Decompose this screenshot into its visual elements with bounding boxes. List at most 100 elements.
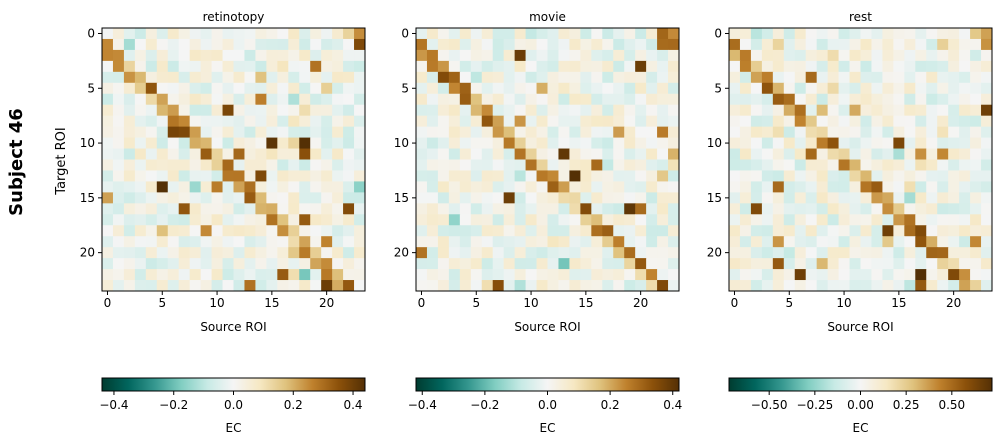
heatmap-cell: [772, 148, 785, 160]
y-tick-label: 15: [707, 191, 722, 205]
x-tick-label: 10: [209, 296, 224, 310]
heatmap-cell: [816, 159, 829, 171]
heatmap-cell: [459, 115, 472, 128]
heatmap-cell: [211, 49, 224, 62]
heatmap-cell: [915, 258, 927, 270]
heatmap-cell: [750, 38, 763, 51]
heatmap-cell: [288, 104, 300, 117]
heatmap-cell: [904, 159, 916, 171]
heatmap-cell: [416, 82, 428, 95]
heatmap-cell: [178, 38, 191, 51]
heatmap-cell: [416, 104, 428, 117]
heatmap-cell: [602, 148, 614, 160]
heatmap-cell: [926, 71, 938, 84]
heatmap-cell: [536, 258, 548, 270]
heatmap-cell: [981, 104, 993, 117]
heatmap-cell: [266, 192, 278, 204]
heatmap-cell: [200, 38, 213, 51]
heatmap-cell: [613, 181, 625, 193]
x-tick-label: 10: [836, 296, 851, 310]
heatmap-cell: [178, 192, 191, 204]
heatmap-cell: [470, 28, 483, 40]
heatmap-cell: [299, 71, 311, 84]
heatmap-cell: [805, 137, 818, 150]
colorbar-gradient: [101, 377, 366, 392]
heatmap-cell: [750, 49, 763, 62]
heatmap-cell: [893, 93, 905, 106]
heatmap-cell: [805, 28, 818, 40]
heatmap-cell: [602, 225, 614, 237]
heatmap-cell: [354, 104, 366, 117]
heatmap-cell: [102, 137, 114, 150]
heatmap-cell: [827, 247, 840, 259]
heatmap-cell: [255, 214, 267, 226]
heatmap-cell: [805, 236, 818, 248]
heatmap-cell: [904, 269, 916, 281]
heatmap-cell: [134, 126, 147, 139]
heatmap-cell: [591, 258, 603, 270]
heatmap-cell: [134, 71, 147, 84]
heatmap-cell: [102, 192, 114, 204]
heatmap-cell: [189, 280, 202, 292]
heatmap-cell: [558, 28, 570, 40]
heatmap-cell: [635, 247, 647, 259]
heatmap-cell: [893, 38, 905, 51]
heatmap-cell: [167, 49, 180, 62]
heatmap-cell: [156, 137, 169, 150]
heatmap-cell: [222, 148, 234, 160]
heatmap-cell: [827, 137, 840, 150]
heatmap-cell: [915, 137, 927, 150]
heatmap-cell: [222, 280, 234, 292]
heatmap-cell: [772, 49, 785, 62]
heatmap-cell: [635, 71, 647, 84]
heatmap-cell: [613, 258, 625, 270]
heatmap-cell: [750, 225, 763, 237]
heatmap-cell: [134, 82, 147, 95]
heatmap-cell: [200, 225, 213, 237]
heatmap-cell: [189, 258, 202, 270]
heatmap-cell: [882, 214, 894, 226]
heatmap-cell: [123, 28, 136, 40]
heatmap-cell: [761, 49, 774, 62]
heatmap-cell: [750, 148, 763, 160]
heatmap-cell: [416, 170, 428, 182]
heatmap-cell: [266, 280, 278, 292]
heatmap-cell: [668, 82, 680, 95]
heatmap-cell: [959, 236, 971, 248]
heatmap-cell: [646, 159, 658, 171]
heatmap-cell: [189, 159, 202, 171]
heatmap-cell: [536, 247, 548, 259]
heatmap-cell: [569, 214, 581, 226]
heatmap-cell: [266, 126, 278, 139]
heatmap-cell: [178, 49, 191, 62]
heatmap-cell: [525, 247, 538, 259]
heatmap-cell: [416, 159, 428, 171]
heatmap-cell: [602, 49, 614, 62]
heatmap-cell: [145, 192, 158, 204]
heatmap-cell: [871, 280, 883, 292]
heatmap-cell: [167, 126, 180, 139]
heatmap-cell: [426, 269, 439, 281]
heatmap-cell: [448, 115, 461, 128]
heatmap-cell: [827, 115, 840, 128]
heatmap-cell: [459, 247, 472, 259]
heatmap-cell: [915, 170, 927, 182]
colorbar-label: EC: [853, 421, 869, 435]
heatmap-cell: [729, 115, 741, 128]
heatmap-cell: [470, 60, 483, 73]
heatmap-cell: [613, 137, 625, 150]
heatmap-cell: [981, 280, 993, 292]
heatmap-cell: [525, 192, 538, 204]
heatmap-cell: [937, 115, 949, 128]
heatmap-cell: [882, 60, 894, 73]
y-tick-label: 15: [394, 191, 409, 205]
heatmap-cell: [481, 126, 494, 139]
heatmap-cell: [233, 225, 245, 237]
x-tick-label: 5: [472, 296, 480, 310]
heatmap-cell: [668, 280, 680, 292]
heatmap-cell: [893, 214, 905, 226]
colorbar-tick-label: 0.0: [224, 398, 243, 412]
heatmap-cell: [893, 192, 905, 204]
